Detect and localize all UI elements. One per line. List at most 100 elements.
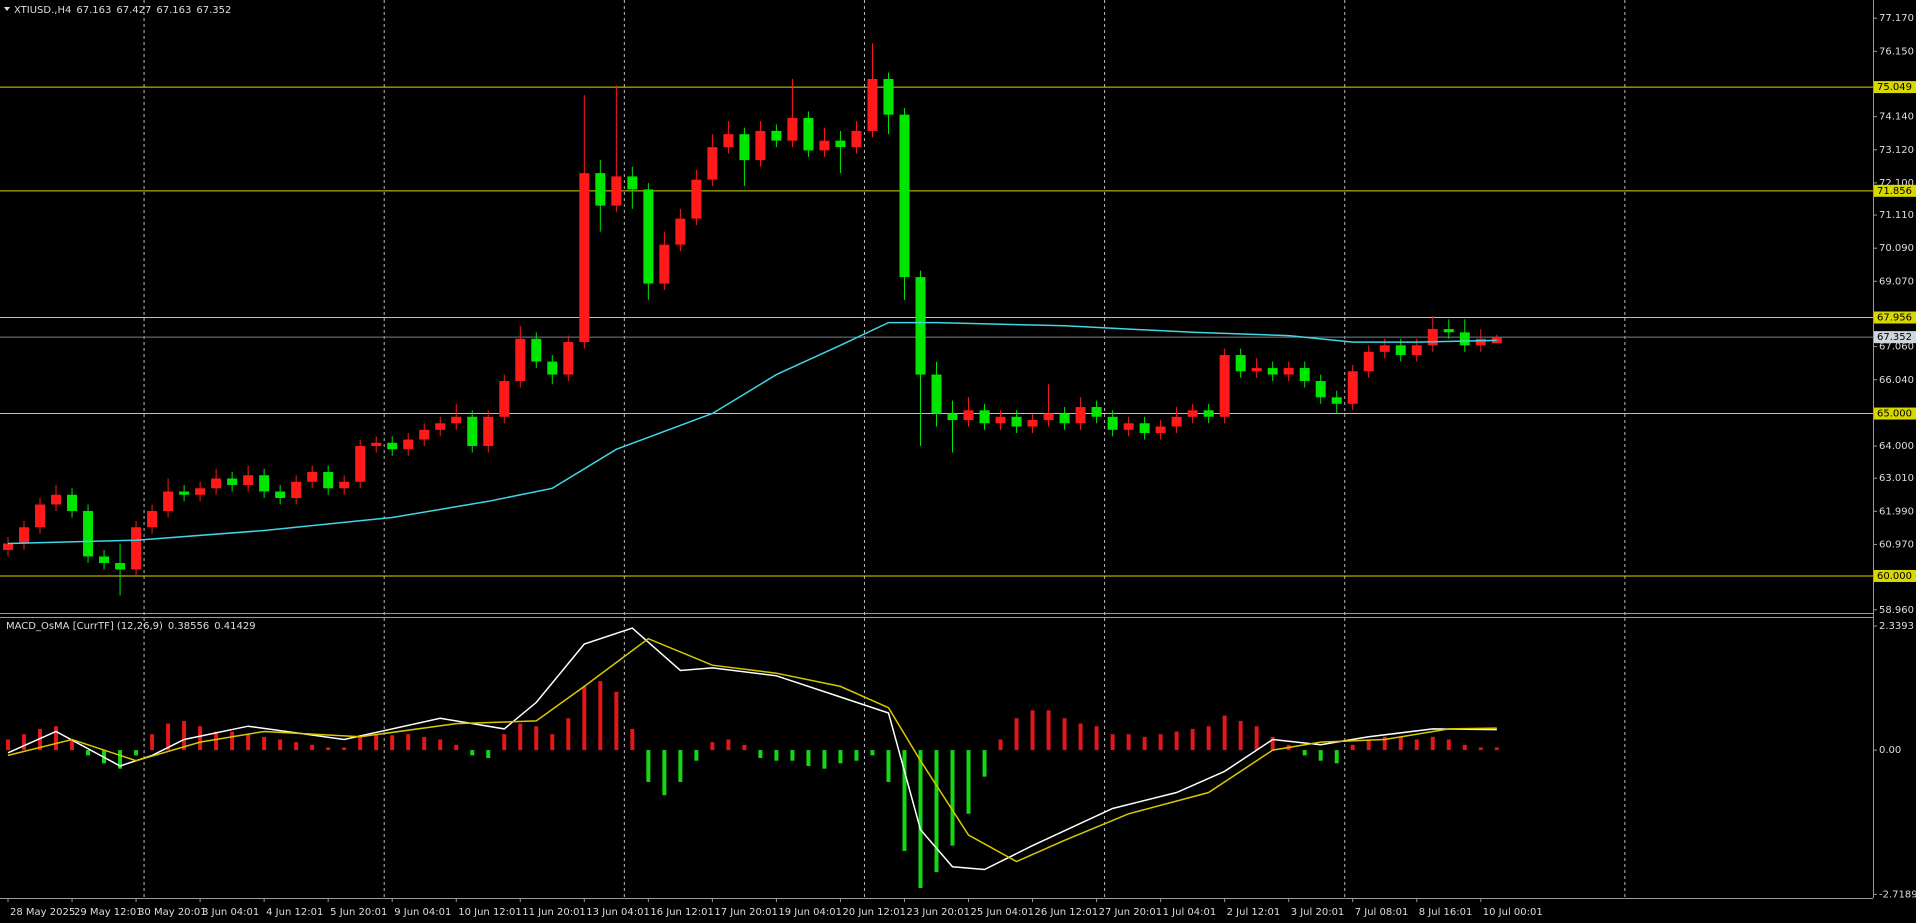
y-tick-label: 66.040 (1879, 375, 1914, 386)
histogram-bar (614, 691, 619, 751)
x-tick-label: 19 Jun 04:01 (778, 907, 842, 918)
candle-body (995, 416, 1006, 424)
header-ohlc: 67.163 (156, 5, 191, 16)
candle-body (451, 416, 462, 424)
histogram-bar (694, 750, 699, 761)
histogram-bar (1062, 718, 1067, 751)
candle-body (1379, 345, 1390, 352)
histogram-bar (1270, 736, 1275, 751)
indicator-line (7, 627, 1497, 871)
x-tick-label: 10 Jun 12:01 (458, 907, 522, 918)
x-tick-label: 8 Jul 16:01 (1419, 907, 1473, 918)
histogram-bar (1494, 747, 1499, 751)
histogram-bar (566, 718, 571, 751)
histogram-bar (1014, 718, 1019, 751)
candle-body (1267, 368, 1278, 375)
candle-body (739, 134, 750, 161)
histogram-bar (806, 750, 811, 767)
y-tick-label: 60.970 (1879, 539, 1914, 550)
candle-body (515, 338, 526, 382)
y-tick-label: 61.990 (1879, 506, 1914, 517)
level-label-box (1874, 311, 1916, 324)
histogram-bar (38, 728, 43, 751)
histogram-bar (854, 750, 859, 761)
candle-body (1219, 355, 1230, 417)
histogram-bar (1030, 710, 1035, 751)
histogram-bar (278, 739, 283, 751)
candle-body (627, 176, 638, 190)
candle-body (819, 140, 830, 151)
candle-body (51, 494, 62, 505)
candle-body (1411, 345, 1422, 356)
candle-body (1395, 345, 1406, 356)
x-tick-label: 9 Jun 04:01 (394, 907, 451, 918)
symbol: XTIUSD.,H4 (14, 5, 71, 16)
indicator-value: 0.41429 (214, 621, 255, 632)
x-tick-label: 3 Jul 20:01 (1291, 907, 1345, 918)
candle-body (867, 78, 878, 131)
level-label-box (1874, 184, 1916, 197)
histogram-bar (1046, 710, 1051, 751)
candle-body (723, 134, 734, 148)
candle-body (1171, 416, 1182, 427)
candle-body (499, 381, 510, 417)
histogram-bar (598, 681, 603, 751)
candle-body (531, 338, 542, 362)
candle-body (1107, 416, 1118, 430)
candle-body (1283, 368, 1294, 375)
candle-body (707, 147, 718, 180)
candle-body (131, 527, 142, 570)
candle-body (1027, 420, 1038, 427)
histogram-bar (486, 750, 491, 759)
histogram-bar (262, 736, 267, 751)
candle-body (691, 179, 702, 219)
histogram-bar (374, 734, 379, 751)
histogram-bar (134, 750, 139, 756)
candle-body (1043, 413, 1054, 421)
histogram-bar (54, 726, 59, 751)
candle-body (1123, 423, 1134, 430)
histogram-bar (966, 750, 971, 814)
candle-body (595, 173, 606, 206)
candle-body (563, 342, 574, 375)
level-label: 71.856 (1877, 186, 1912, 197)
candle-body (195, 488, 206, 495)
x-tick-label: 27 Jun 20:01 (1099, 907, 1163, 918)
y-tick-label: 64.000 (1879, 441, 1914, 452)
histogram-bar (726, 739, 731, 751)
histogram-bar (438, 739, 443, 751)
x-tick-label: 7 Jul 08:01 (1355, 907, 1409, 918)
histogram-bar (1238, 720, 1243, 751)
histogram-bar (982, 750, 987, 777)
candle-body (643, 189, 654, 284)
histogram-bar (422, 736, 427, 751)
histogram-bar (790, 750, 795, 761)
x-tick-label: 13 Jun 04:01 (586, 907, 650, 918)
candle-body (931, 374, 942, 414)
x-tick-label: 11 Jun 20:01 (522, 907, 586, 918)
histogram-bar (22, 734, 27, 751)
histogram-bar (710, 742, 715, 751)
candle-body (1331, 397, 1342, 404)
candle-body (1443, 329, 1454, 333)
x-tick-label: 4 Jun 12:01 (266, 907, 323, 918)
x-tick-label: 20 Jun 12:01 (842, 907, 906, 918)
candle-body (403, 439, 414, 450)
candle-body (435, 423, 446, 430)
candle-body (547, 361, 558, 375)
candle-body (83, 510, 94, 557)
candle-body (67, 494, 78, 511)
level-label: 75.049 (1877, 82, 1912, 93)
candle-body (1011, 416, 1022, 427)
candle-body (611, 176, 622, 206)
candle-body (1075, 407, 1086, 424)
candle-body (803, 117, 814, 151)
histogram-bar (822, 750, 827, 769)
y-tick-label: 67.060 (1879, 342, 1914, 353)
candle-body (755, 130, 766, 161)
x-tick-label: 10 Jul 00:01 (1483, 907, 1543, 918)
histogram-bar (1158, 734, 1163, 751)
histogram-bar (454, 744, 459, 751)
histogram-bar (1078, 723, 1083, 751)
histogram-bar (934, 750, 939, 873)
